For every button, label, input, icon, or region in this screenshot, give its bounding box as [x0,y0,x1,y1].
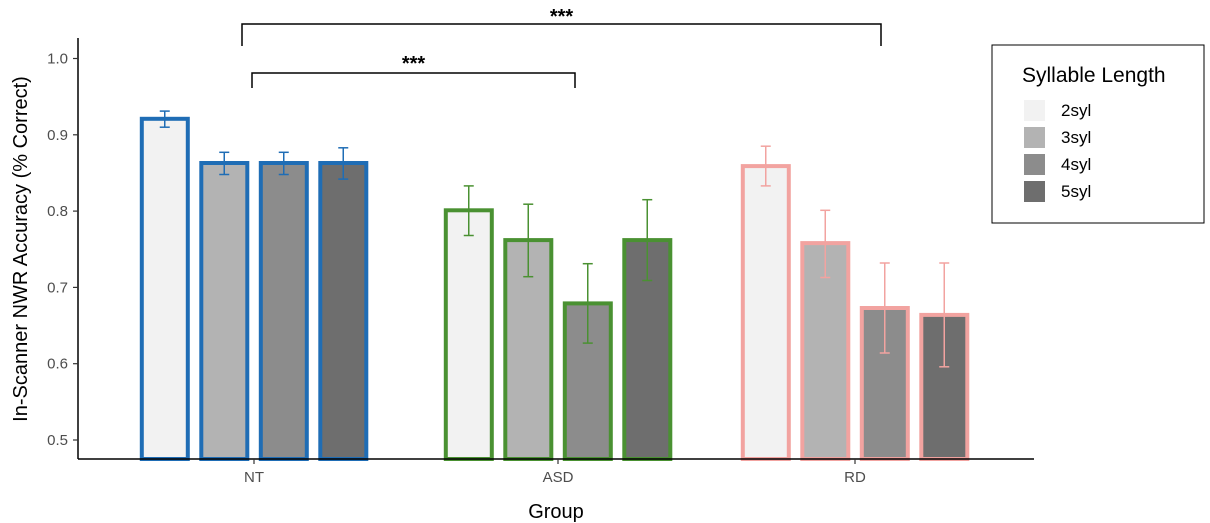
error-bar-rd-4syl [879,262,890,354]
error-bar-rd-5syl [939,262,950,368]
legend-swatch-3syl [1024,127,1045,148]
error-bar-rd-2syl [760,145,771,187]
legend-label-2syl: 2syl [1061,101,1091,120]
legend-title: Syllable Length [1022,64,1166,87]
error-bar-asd-3syl [523,203,534,278]
bar-rd-3syl [800,241,851,461]
y-tick-label: 0.6 [47,356,68,373]
axes-layer [77,38,1034,460]
legend-label-3syl: 3syl [1061,128,1091,147]
error-bar-rd-3syl [820,209,831,279]
bar-nt-3syl [199,161,250,461]
y-tick-label: 0.9 [47,127,68,144]
y-tick-label: 0.7 [47,279,68,296]
legend: Syllable Length 2syl 3syl 4syl 5syl [991,44,1205,224]
bar-nt-4syl [258,161,309,461]
significance-bracket [251,72,576,88]
y-tick-label: 1.0 [47,51,68,68]
x-tick-label-rd: RD [844,469,866,486]
legend-swatch-4syl [1024,154,1045,175]
x-ticks-layer: NT ASD RD [244,459,866,486]
bar-asd-2syl [443,208,494,461]
x-tick-label-nt: NT [244,469,264,486]
error-bar-asd-2syl [463,185,474,237]
error-bar-nt-3syl [219,151,230,176]
x-tick-label-asd: ASD [543,469,574,486]
bar-nt-2syl [139,116,190,462]
x-axis-title: Group [528,501,584,523]
significance-annotations: *** *** [241,6,882,88]
legend-label-5syl: 5syl [1061,182,1091,201]
error-bar-nt-2syl [159,110,170,128]
error-bar-nt-5syl [338,147,349,180]
y-axis-title: In-Scanner NWR Accuracy (% Correct) [10,76,32,422]
bar-nt-5syl [318,161,369,461]
legend-label-4syl: 4syl [1061,155,1091,174]
legend-swatch-5syl [1024,181,1045,202]
significance-label: *** [402,53,426,75]
error-bar-nt-4syl [278,151,289,176]
error-bars-layer [159,110,950,368]
y-ticks-layer: 0.5 0.6 0.7 0.8 0.9 1.0 [47,51,78,449]
significance-bracket [241,23,882,46]
bar-rd-2syl [740,164,791,461]
legend-swatch-2syl [1024,100,1045,121]
bars-layer [139,116,970,462]
legend-items: 2syl 3syl 4syl 5syl [1024,100,1091,202]
y-tick-label: 0.5 [47,432,68,449]
significance-label: *** [550,6,574,28]
error-bar-asd-4syl [582,262,593,344]
y-tick-label: 0.8 [47,203,68,220]
error-bar-asd-5syl [642,198,653,282]
